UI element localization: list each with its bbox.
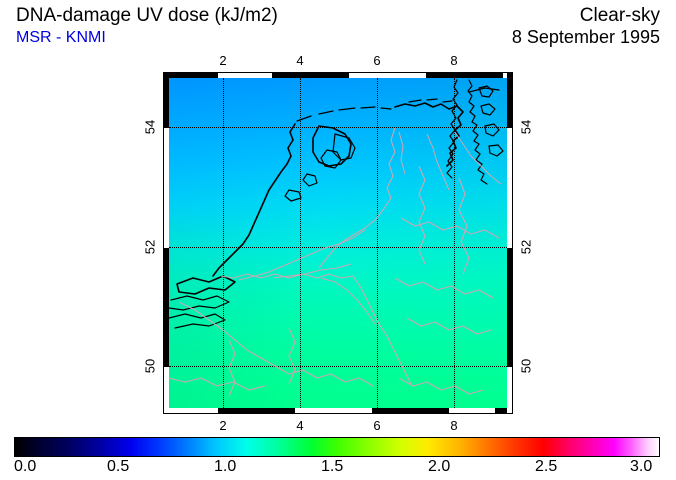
coastline-zeeland-c: [169, 313, 226, 329]
lon-tick-bottom-1: 4: [296, 418, 304, 433]
uv-dose-field: [169, 78, 507, 408]
border-de-states-b: [458, 177, 470, 275]
lon-tick-bottom-2: 6: [373, 418, 381, 433]
border-fr-internal-b: [228, 339, 236, 397]
gridline-lon-6: [377, 78, 378, 408]
gridline-lon-2: [223, 78, 224, 408]
colorbar-tick-labels: 0.0 0.5 1.0 1.5 2.0 2.5 3.0: [14, 458, 660, 478]
coastline-danish-islands-b: [480, 103, 496, 116]
coastline-zeeland-b: [169, 295, 230, 311]
river-meuse: [320, 277, 376, 325]
coastline-ijsselmeer: [312, 125, 352, 167]
coastline-zeeland: [176, 275, 236, 295]
border-de-states-d: [394, 277, 494, 299]
header-left: DNA-damage UV dose (kJ/m2) MSR - KNMI: [16, 4, 278, 48]
coastline-danish-islands-a: [478, 85, 494, 98]
lon-tick-bottom-3: 8: [450, 418, 458, 433]
lon-tick-top-2: 6: [373, 53, 381, 68]
gridline-lat-50: [169, 366, 507, 367]
border-fr-internal-a: [274, 365, 374, 387]
colorbar-tick-6: 3.0: [630, 458, 653, 475]
colorbar-tick-3: 1.5: [321, 458, 344, 475]
lat-tick-left-1: 52: [142, 239, 158, 255]
coastline-fjord-line: [468, 87, 500, 93]
coastline-flevoland: [332, 133, 356, 161]
border-de-states-e: [406, 317, 492, 335]
lat-tick-left-0: 54: [142, 119, 158, 135]
colorbar-tick-1: 0.5: [107, 458, 130, 475]
header-attribution: MSR - KNMI: [16, 29, 106, 46]
coastline-denmark: [467, 79, 488, 185]
header: DNA-damage UV dose (kJ/m2) MSR - KNMI Cl…: [0, 0, 676, 52]
lon-tick-top-0: 2: [219, 53, 227, 68]
date-label: 8 September 1995: [511, 27, 660, 47]
border-be-fr: [178, 301, 276, 367]
uv-dose-field-tilt: [169, 78, 507, 408]
colorbar-tick-5: 2.5: [535, 458, 558, 475]
lon-tick-bottom-0: 2: [219, 418, 227, 433]
coastline-inland-lakes-2: [284, 189, 302, 202]
lon-tick-top-1: 4: [296, 53, 304, 68]
coastline-inland-lakes: [302, 173, 318, 187]
lat-tick-right-0: 54: [518, 119, 534, 135]
coastline-frisian-islands-de: [408, 98, 453, 103]
colorbar-container: 0.0 0.5 1.0 1.5 2.0 2.5 3.0: [14, 437, 660, 478]
colorbar-tick-2: 1.0: [214, 458, 237, 475]
border-south-a: [169, 377, 266, 391]
border-de-states-c: [400, 217, 500, 239]
page-title: DNA-damage UV dose (kJ/m2): [16, 5, 278, 26]
border-fr-de: [378, 323, 412, 385]
lon-tick-top-3: 8: [450, 53, 458, 68]
map-border-top: [164, 73, 512, 78]
colorbar-tick-0: 0.0: [14, 458, 37, 475]
river-rhine: [238, 229, 366, 281]
coastline-overlay: [169, 79, 504, 397]
river-weser: [426, 133, 450, 191]
header-right: Clear-sky 8 September 1995: [512, 4, 660, 48]
sky-condition-label: Clear-sky: [579, 5, 660, 26]
coastline-danish-islands-c: [484, 123, 500, 137]
border-nl-be: [220, 273, 354, 279]
coastline-german-bight: [394, 102, 464, 167]
map-border-right: [507, 73, 512, 413]
river-elbe: [454, 131, 502, 185]
map-border-bottom: [164, 408, 512, 413]
colorbar-tick-4: 2.0: [428, 458, 451, 475]
border-south-b: [398, 377, 484, 395]
lat-tick-left-2: 50: [142, 358, 158, 374]
river-waal: [272, 263, 352, 279]
map-plot-area: [169, 78, 507, 408]
gridline-lon-8: [454, 78, 455, 408]
coastline-markermeer: [320, 149, 342, 169]
coastline-danish-islands-d: [488, 144, 504, 157]
coastline-wadden-islands: [296, 106, 392, 122]
river-ems: [398, 131, 406, 175]
coastline-netherlands-west: [212, 123, 296, 277]
gridline-lat-52: [169, 247, 507, 248]
map-panel: 2 4 6 8 2 4 6 8 54 52 50 54 52 50: [143, 53, 534, 433]
colorbar-gradient: [14, 437, 660, 457]
border-fr-internal-c: [288, 327, 296, 385]
gridline-lon-4: [300, 78, 301, 408]
border-nl-de: [318, 127, 396, 269]
lat-tick-right-1: 52: [518, 239, 534, 255]
border-be-lu: [352, 275, 380, 325]
border-de-states-a: [418, 165, 426, 265]
map-border-left: [164, 73, 169, 413]
gridline-lat-54: [169, 127, 507, 128]
lat-tick-right-2: 50: [518, 358, 534, 374]
